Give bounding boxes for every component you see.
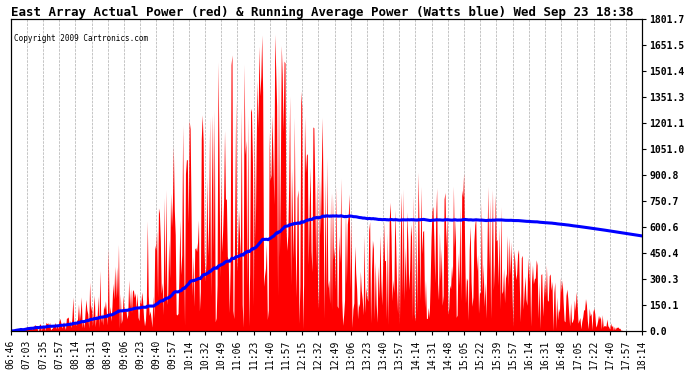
Text: East Array Actual Power (red) & Running Average Power (Watts blue) Wed Sep 23 18: East Array Actual Power (red) & Running … — [10, 6, 633, 19]
Text: Copyright 2009 Cartronics.com: Copyright 2009 Cartronics.com — [14, 34, 148, 43]
